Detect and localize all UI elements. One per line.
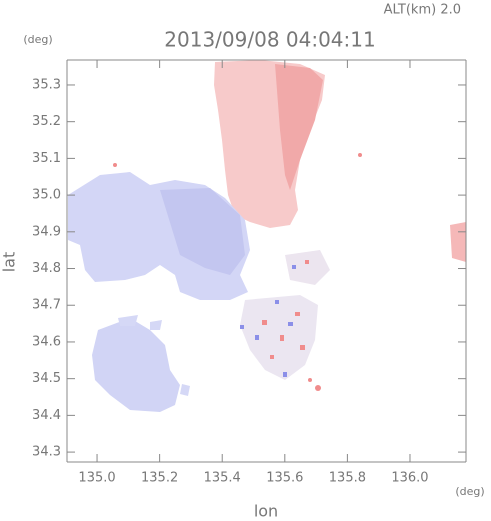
y-tick-label: 35.3 (32, 77, 61, 92)
x-axis-label: lon (254, 502, 278, 521)
x-tick-label: 135.4 (204, 471, 241, 486)
y-tick-label: 34.7 (32, 298, 61, 313)
mixed-echo (240, 295, 318, 380)
y-tick-label: 34.4 (32, 408, 61, 423)
x-tick-label: 135.6 (266, 471, 303, 486)
y-unit: (deg) (23, 33, 52, 46)
y-tick-label: 35.1 (32, 151, 61, 166)
y-tick-label: 34.5 (32, 371, 61, 386)
y-tick-label: 34.6 (32, 334, 61, 349)
positive-echo (275, 64, 323, 190)
x-unit: (deg) (455, 485, 484, 498)
echo-field (68, 60, 466, 412)
y-tick-label: 34.8 (32, 261, 61, 276)
x-tick-label: 135.0 (78, 471, 115, 486)
mixed-echo (285, 250, 330, 285)
y-axis-label: lat (0, 252, 19, 273)
negative-echo (118, 315, 190, 396)
x-tick-label: 135.2 (141, 471, 178, 486)
x-tick-label: 135.8 (329, 471, 366, 486)
y-tick-label: 34.9 (32, 224, 61, 239)
x-tick-label: 136.0 (391, 471, 428, 486)
y-tick-label: 35.2 (32, 114, 61, 129)
y-tick-label: 34.3 (32, 445, 61, 460)
speckles (240, 265, 296, 377)
chart-title: 2013/09/08 04:04:11 (164, 28, 375, 52)
subtitle: ALT(km) 2.0 (384, 3, 461, 18)
negative-echo (160, 188, 245, 275)
y-tick-label: 35.0 (32, 188, 61, 203)
negative-echo (92, 318, 180, 412)
speckles (113, 153, 362, 391)
frame (66, 59, 467, 463)
positive-echo (450, 222, 466, 262)
